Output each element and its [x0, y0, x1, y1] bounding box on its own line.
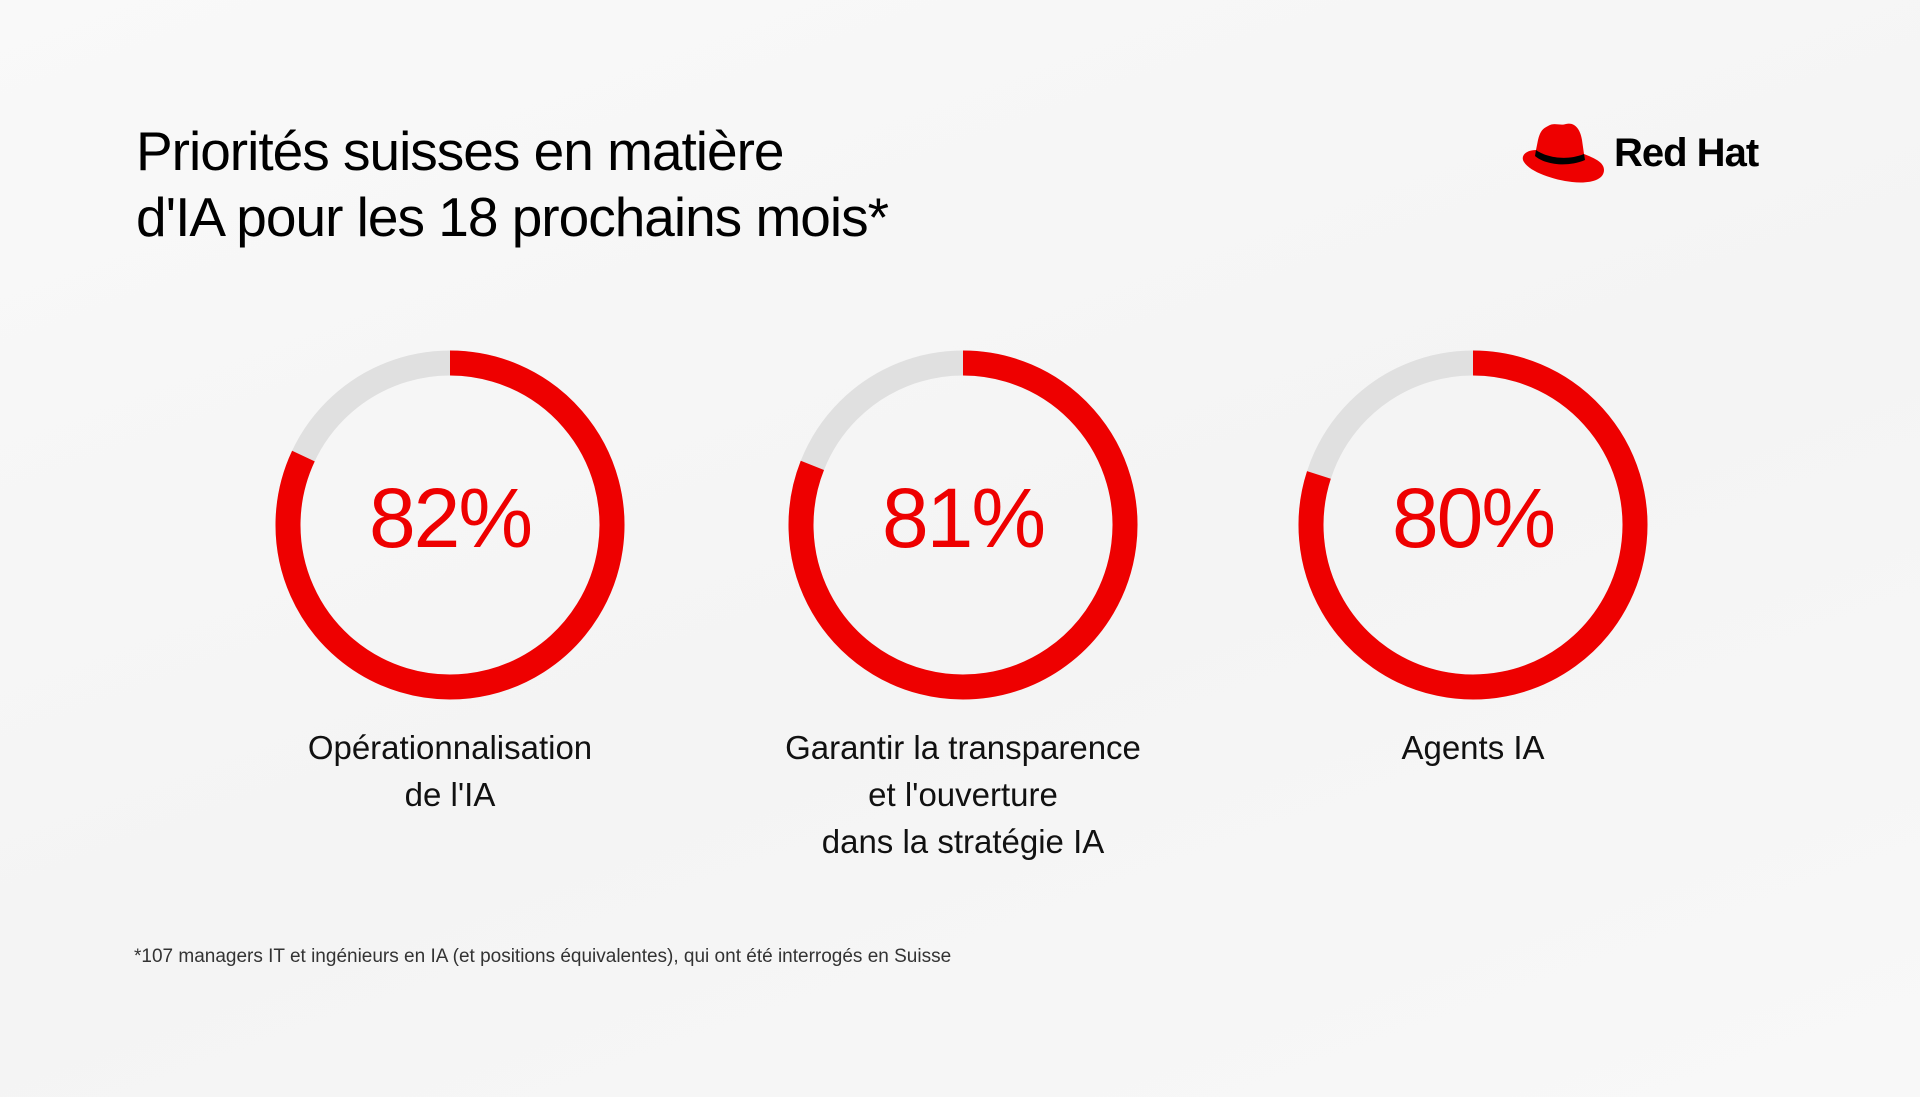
donut-arc-3 [1298, 350, 1648, 700]
title-line-2: d'IA pour les 18 prochains mois* [136, 186, 889, 248]
label-line: Garantir la transparence [785, 729, 1141, 766]
donut-chart-3: 80% Agents IA [1283, 340, 1663, 880]
label-line: Agents IA [1401, 729, 1545, 766]
red-hat-icon [1522, 123, 1604, 183]
donut-label: Garantir la transparence et l'ouverture … [693, 724, 1233, 865]
donut-chart-2: 81% Garantir la transparence et l'ouvert… [773, 340, 1153, 880]
logo-text: Red Hat [1614, 130, 1759, 175]
donut-arc-2 [788, 350, 1138, 700]
donut-chart-1: 82% Opérationnalisation de l'IA [260, 340, 640, 880]
donut-svg-3 [1298, 350, 1648, 700]
donut-label: Opérationnalisation de l'IA [180, 724, 720, 818]
donut-label: Agents IA [1203, 724, 1743, 771]
footnote: *107 managers IT et ingénieurs en IA (et… [134, 946, 952, 967]
label-line: dans la stratégie IA [821, 823, 1105, 860]
page-title: Priorités suisses en matière d'IA pour l… [136, 118, 889, 250]
label-line: de l'IA [404, 776, 496, 813]
donut-svg-2 [788, 350, 1138, 700]
donut-svg-1 [275, 350, 625, 700]
donut-charts: 82% Opérationnalisation de l'IA 81% Gara… [0, 340, 1920, 900]
label-line: et l'ouverture [868, 776, 1058, 813]
red-hat-logo: Red Hat [1520, 118, 1790, 188]
donut-arc-1 [275, 350, 625, 700]
label-line: Opérationnalisation [307, 729, 593, 766]
donut-value: 82% [368, 471, 533, 565]
donut-value: 81% [881, 471, 1046, 565]
donut-value: 80% [1391, 471, 1556, 565]
title-line-1: Priorités suisses en matière [136, 120, 785, 182]
